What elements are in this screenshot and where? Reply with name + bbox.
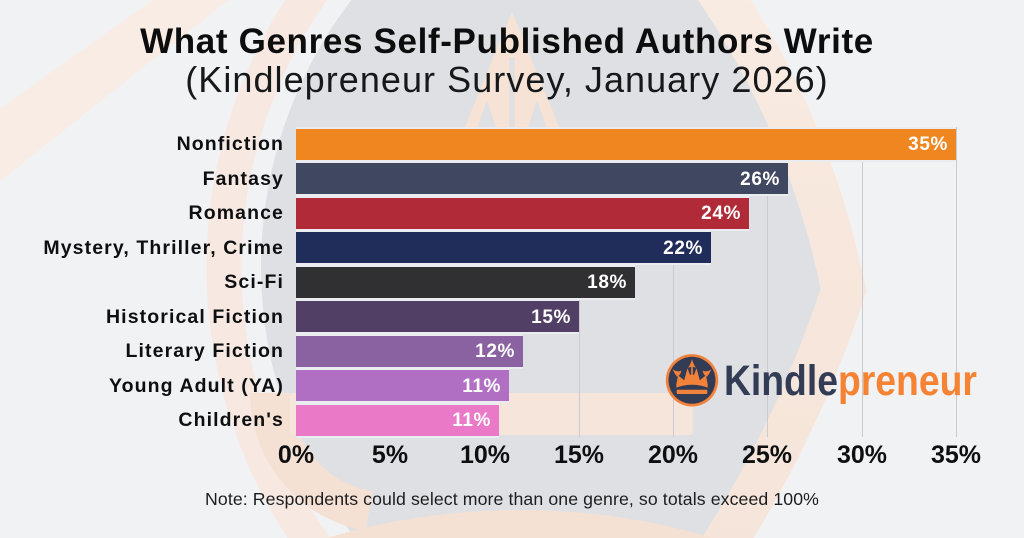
svg-text:Kindlepreneur: Kindlepreneur bbox=[724, 358, 977, 405]
